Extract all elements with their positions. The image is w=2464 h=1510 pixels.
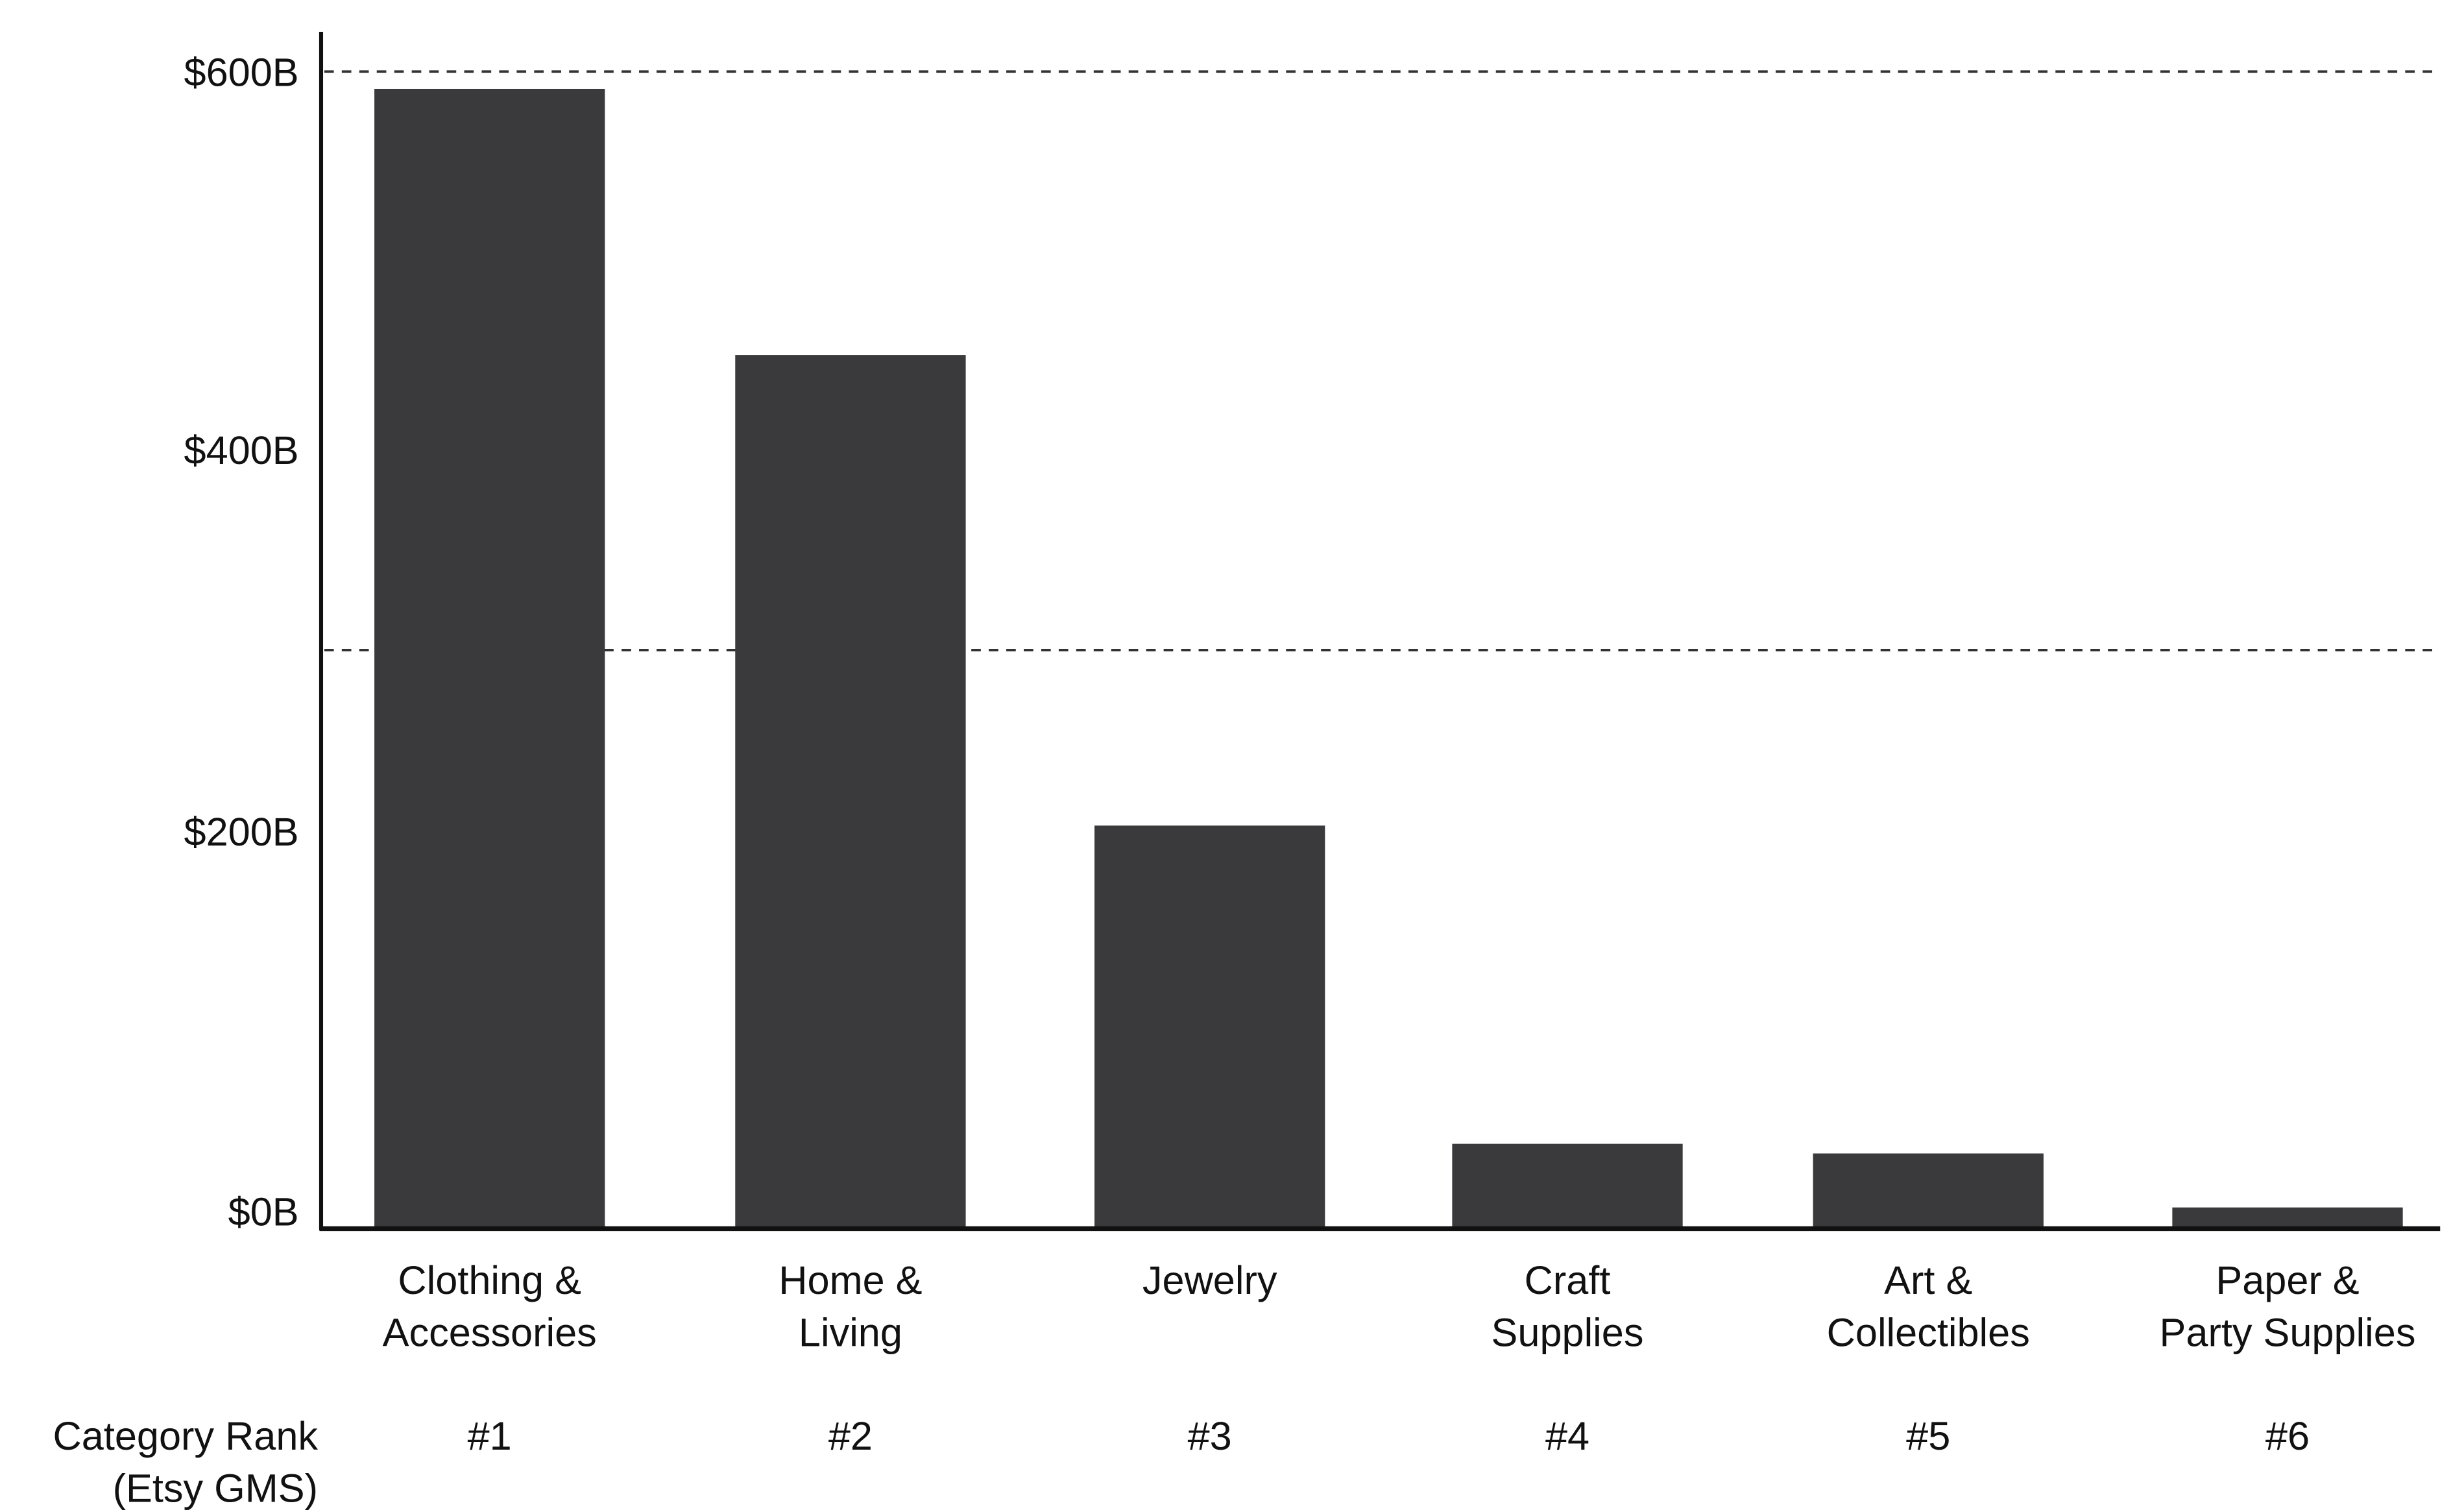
bar-2	[1094, 825, 1325, 1229]
bar-0	[374, 88, 605, 1229]
y-tick-label: $200B	[184, 810, 299, 854]
category-label: Art &	[1884, 1258, 1972, 1302]
category-label: Home &	[779, 1258, 922, 1302]
y-tick-label: $600B	[184, 50, 299, 94]
bar-1	[735, 355, 966, 1229]
category-label: Supplies	[1492, 1311, 1644, 1355]
y-tick-label: $400B	[184, 428, 299, 472]
category-label: Craft	[1525, 1258, 1611, 1302]
y-tick-label: $0B	[228, 1190, 299, 1234]
category-label: Collectibles	[1827, 1311, 2030, 1355]
bar-4	[1813, 1153, 2044, 1229]
rank-label: #3	[1188, 1414, 1232, 1458]
bar-5	[2172, 1207, 2403, 1229]
rank-row-label-line1: Category Rank	[53, 1414, 319, 1458]
bars	[374, 88, 2403, 1229]
category-label: Accessories	[383, 1311, 597, 1355]
y-tick-labels: $0B $200B $400B $600B	[184, 50, 299, 1234]
rank-row: Category Rank (Etsy GMS) #1 #2 #3 #4 #5 #6	[53, 1414, 2310, 1510]
rank-row-label-line2: (Etsy GMS)	[113, 1467, 318, 1510]
category-label: Paper &	[2216, 1258, 2359, 1302]
category-label: Party Supplies	[2160, 1311, 2416, 1355]
category-label: Clothing &	[398, 1258, 581, 1302]
category-labels: Clothing & Accessories Home & Living Jewelry…	[383, 1258, 2416, 1355]
rank-label: #1	[468, 1414, 512, 1458]
gridlines	[324, 70, 2441, 651]
rank-label: #6	[2265, 1414, 2310, 1458]
rank-label: #5	[1906, 1414, 1950, 1458]
rank-label: #4	[1545, 1414, 1589, 1458]
category-label: Living	[799, 1311, 902, 1355]
bar-3	[1452, 1143, 1683, 1229]
rank-label: #2	[828, 1414, 873, 1458]
category-label: Jewelry	[1142, 1258, 1277, 1302]
